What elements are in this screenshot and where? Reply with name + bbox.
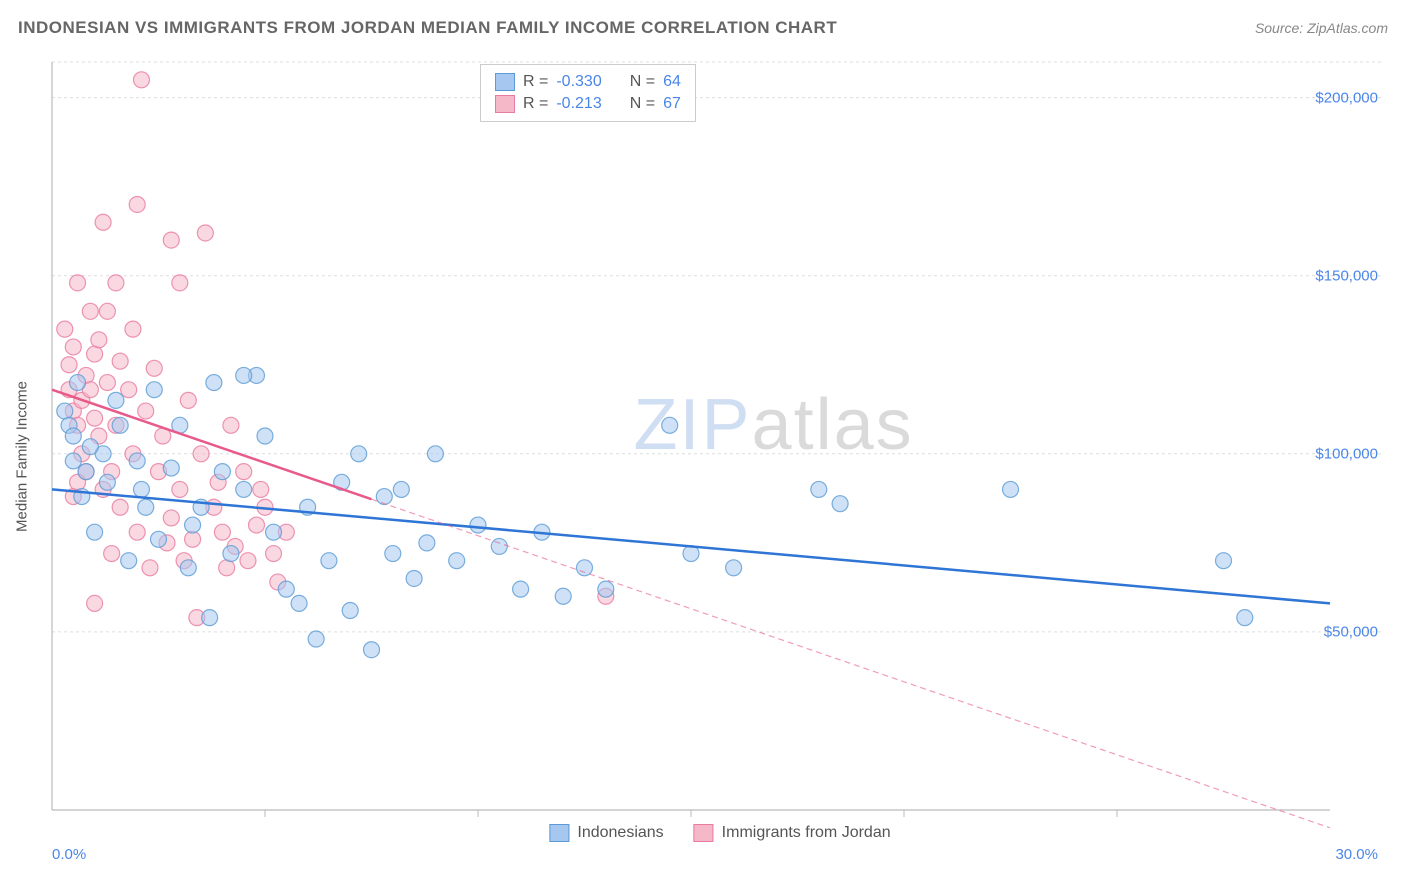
r-value-series1: -0.330 xyxy=(556,73,601,91)
scatter-plot xyxy=(50,58,1390,838)
y-tick-label: $50,000 xyxy=(1324,623,1378,640)
stats-row-series2: R = -0.213 N = 67 xyxy=(495,93,681,115)
swatch-series1 xyxy=(495,73,515,91)
y-axis-label: Median Family Income xyxy=(14,381,31,532)
y-tick-label: $100,000 xyxy=(1315,445,1378,462)
swatch-series2 xyxy=(495,95,515,113)
chart-header: INDONESIAN VS IMMIGRANTS FROM JORDAN MED… xyxy=(18,18,1388,38)
n-label: N = xyxy=(630,95,655,113)
legend-swatch-series2 xyxy=(694,824,714,842)
x-tick-right: 30.0% xyxy=(1335,846,1378,863)
n-value-series1: 64 xyxy=(663,73,681,91)
r-label: R = xyxy=(523,95,548,113)
n-label: N = xyxy=(630,73,655,91)
source-attribution: Source: ZipAtlas.com xyxy=(1255,20,1388,36)
series-legend: Indonesians Immigrants from Jordan xyxy=(549,824,890,842)
r-value-series2: -0.213 xyxy=(556,95,601,113)
chart-title: INDONESIAN VS IMMIGRANTS FROM JORDAN MED… xyxy=(18,18,837,38)
y-tick-label: $150,000 xyxy=(1315,267,1378,284)
legend-item-series2: Immigrants from Jordan xyxy=(694,824,891,842)
n-value-series2: 67 xyxy=(663,95,681,113)
x-tick-left: 0.0% xyxy=(52,846,86,863)
y-tick-label: $200,000 xyxy=(1315,89,1378,106)
legend-swatch-series1 xyxy=(549,824,569,842)
correlation-stats-box: R = -0.330 N = 64 R = -0.213 N = 67 xyxy=(480,64,696,122)
legend-item-series1: Indonesians xyxy=(549,824,663,842)
legend-label-series1: Indonesians xyxy=(577,824,663,842)
legend-label-series2: Immigrants from Jordan xyxy=(722,824,891,842)
chart-area: Median Family Income ZIPatlas R = -0.330… xyxy=(50,58,1390,838)
stats-row-series1: R = -0.330 N = 64 xyxy=(495,71,681,93)
r-label: R = xyxy=(523,73,548,91)
